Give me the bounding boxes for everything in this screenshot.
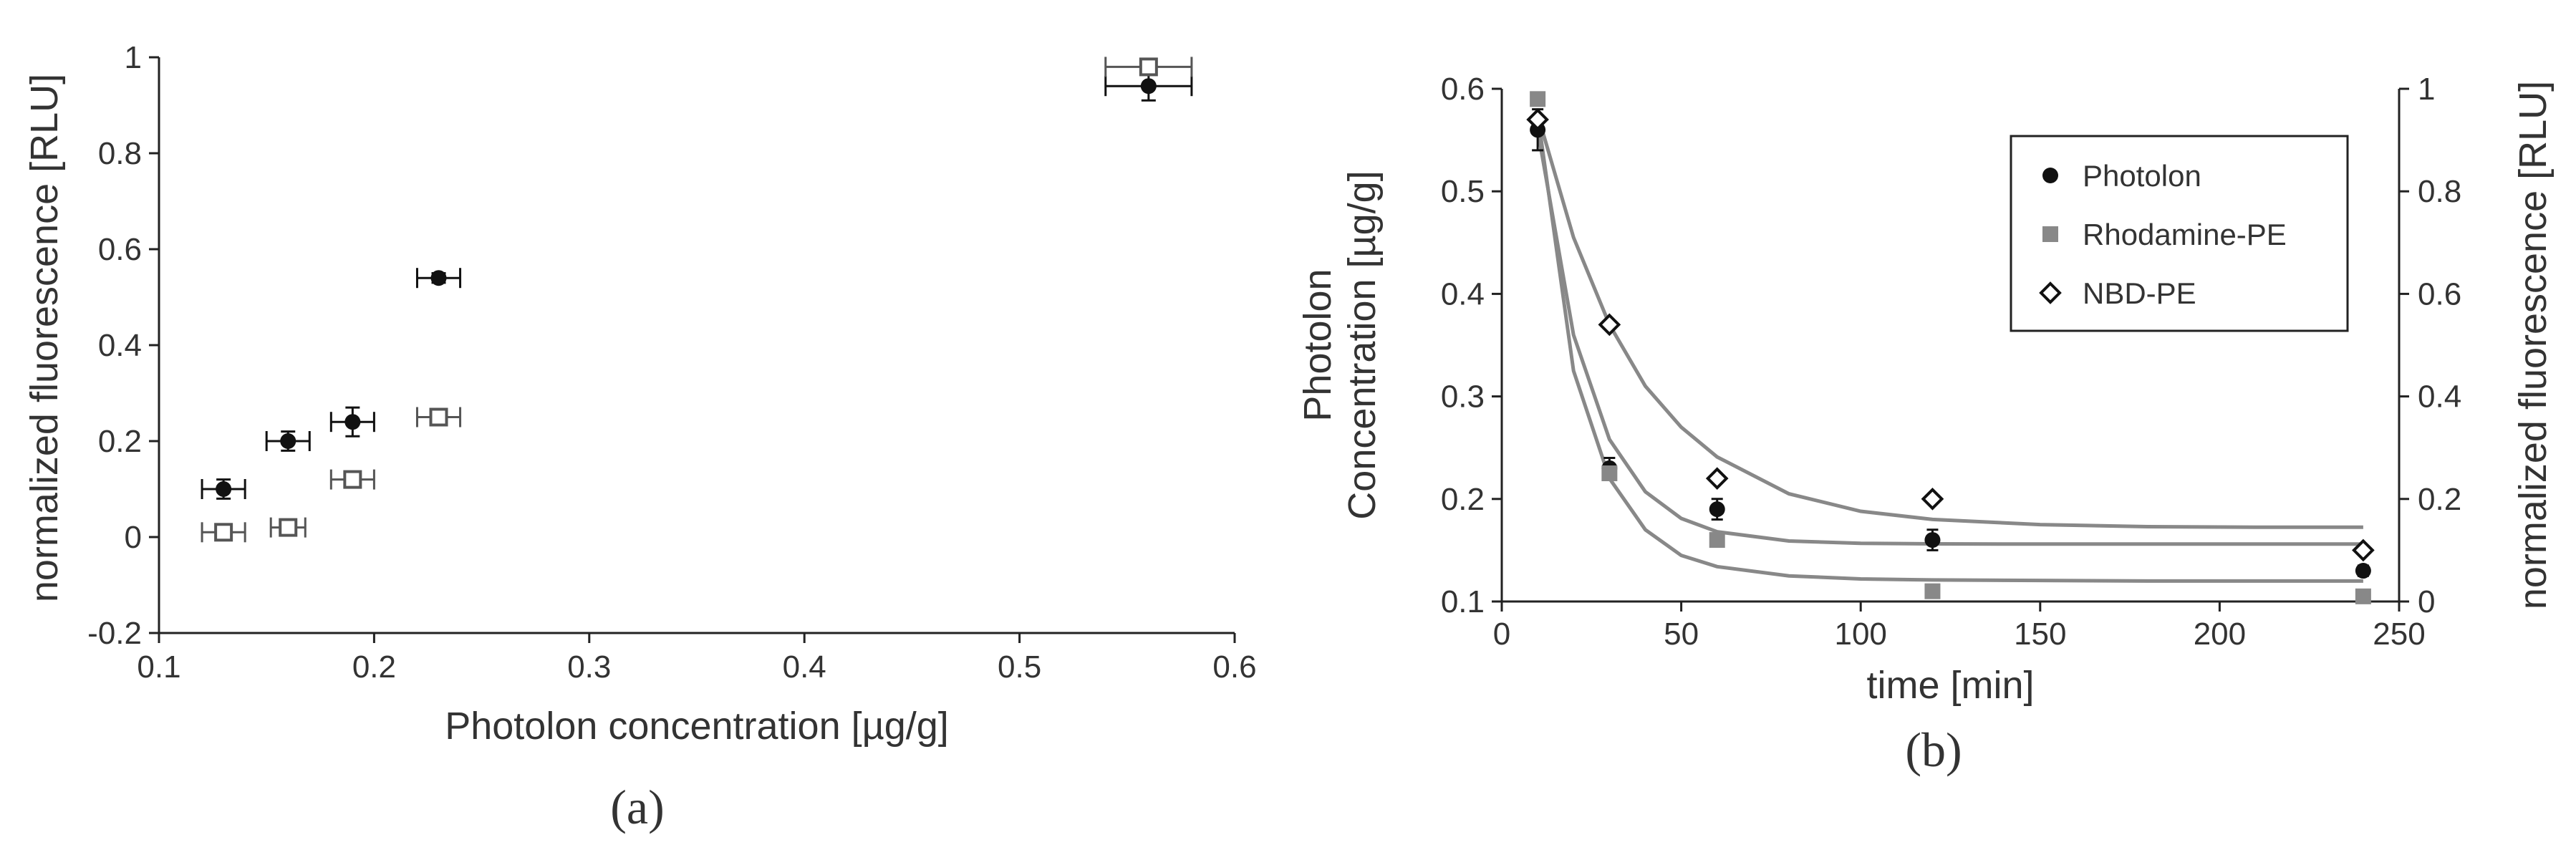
left-y-tick-label: 0.5 [1441, 174, 1485, 209]
legend-label: Rhodamine-PE [2083, 218, 2287, 251]
panel-label-a: (a) [610, 780, 664, 834]
y-tick-label: 0 [125, 520, 142, 555]
x-tick-label: 0 [1493, 617, 1510, 652]
left-y-axis-title-line2: Concentration [µg/g] [1341, 170, 1384, 519]
left-y-tick-label: 0.4 [1441, 276, 1485, 311]
data-point [1598, 313, 1621, 337]
data-point [429, 407, 448, 427]
y-tick-label: 0.8 [98, 136, 142, 171]
y-tick-label: -0.2 [87, 616, 142, 651]
data-point [2042, 226, 2058, 242]
right-y-tick-label: 0.4 [2418, 380, 2461, 415]
legend-box [2010, 135, 2349, 332]
x-tick-label: 200 [2194, 617, 2246, 652]
data-point [1139, 57, 1158, 77]
y-tick-label: 1 [125, 40, 142, 75]
data-point [1601, 465, 1618, 481]
data-point [1709, 532, 1725, 549]
data-point [2042, 168, 2058, 183]
x-tick-label: 0.6 [1212, 649, 1256, 685]
data-point [343, 470, 362, 489]
left-y-tick-label: 0.2 [1441, 482, 1485, 517]
right-y-tick-label: 1 [2418, 72, 2435, 107]
right-y-axis-title: normalized fluorescence [RLU] [2512, 81, 2555, 609]
data-point [1924, 583, 1941, 599]
y-tick-label: 0.6 [98, 232, 142, 267]
data-point [2355, 588, 2371, 604]
x-axis-title: Photolon concentration [µg/g] [445, 705, 949, 748]
x-tick-label: 0.4 [783, 649, 826, 685]
data-point [2355, 563, 2371, 579]
left-y-tick-label: 0.3 [1441, 380, 1485, 415]
data-point [1924, 532, 1941, 549]
panel-a-scatter: 0.1 0.2 0.3 0.4 0.5 0.6 -0.2 0 0.2 0.4 0.6 0.8 1 Phot… [23, 40, 1257, 834]
data-point [216, 481, 232, 497]
x-tick-label: 0.2 [352, 649, 396, 685]
data-point [344, 414, 361, 430]
data-point [1709, 501, 1725, 518]
right-y-tick-label: 0.6 [2418, 276, 2461, 311]
x-tick-label: 150 [2014, 617, 2066, 652]
left-y-tick-label: 0.1 [1441, 584, 1485, 619]
x-tick-label: 250 [2373, 617, 2425, 652]
data-point [1140, 78, 1157, 95]
x-tick-label: 100 [1834, 617, 1886, 652]
panel-b-time-course: 0 50 100 150 200 250 0.1 0.2 0.3 0.4 0.5 0.6 0 0.2 0.4… [1296, 72, 2555, 777]
data-point [2352, 538, 2375, 562]
data-point [2039, 281, 2062, 304]
x-axis-title: time [min] [1866, 664, 2034, 707]
data-point [430, 270, 447, 286]
right-y-tick-label: 0 [2418, 584, 2435, 619]
data-point [1530, 91, 1546, 107]
left-y-axis-title-line1: Photolon [1296, 269, 1339, 421]
panel-label-b: (b) [1905, 723, 1962, 777]
right-y-tick-label: 0.2 [2418, 482, 2461, 517]
fit-curve [1535, 129, 2363, 546]
data-point [1705, 467, 1729, 490]
data-point [1921, 487, 1944, 511]
data-point [1526, 108, 1549, 131]
data-point [280, 433, 296, 449]
x-tick-label: 0.1 [137, 649, 180, 685]
legend-label: NBD-PE [2083, 276, 2196, 310]
x-tick-label: 50 [1664, 617, 1699, 652]
y-axis-title: normalized fluorescence [RLU] [23, 74, 66, 602]
y-tick-label: 0.4 [98, 328, 142, 363]
legend-label: Photolon [2083, 159, 2201, 193]
data-point [214, 523, 233, 542]
x-tick-label: 0.3 [567, 649, 611, 685]
data-point [279, 518, 298, 537]
y-tick-label: 0.2 [98, 424, 142, 459]
x-tick-label: 0.5 [998, 649, 1041, 685]
right-y-tick-label: 0.8 [2418, 174, 2461, 209]
left-y-tick-label: 0.6 [1441, 72, 1485, 107]
